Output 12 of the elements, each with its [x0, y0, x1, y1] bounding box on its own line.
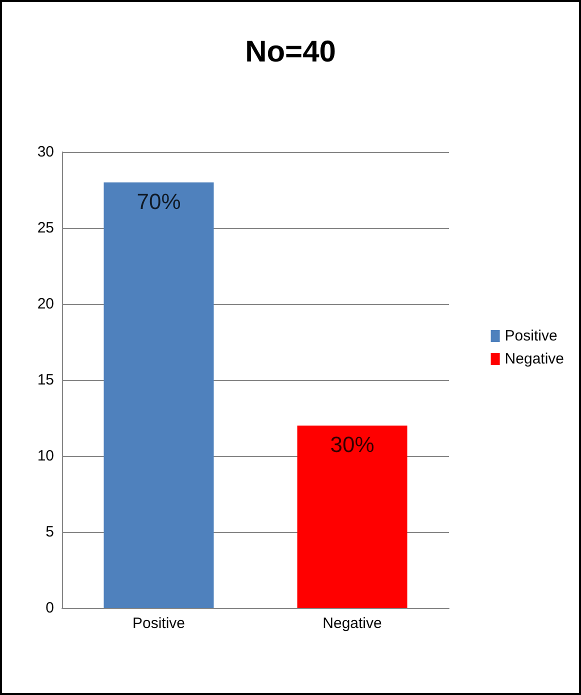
y-tick-label: 15 — [37, 372, 54, 388]
legend-label: Negative — [504, 350, 564, 368]
y-tick-label: 5 — [46, 524, 54, 540]
y-tick-label: 20 — [37, 296, 54, 312]
y-tick-label: 25 — [37, 220, 54, 236]
annotation: 70% — [136, 188, 181, 214]
y-tick-label: 10 — [37, 448, 54, 464]
annotation: 30% — [330, 432, 374, 458]
y-tick-label: 30 — [37, 144, 54, 160]
legend-label: Positive — [504, 328, 558, 344]
y-tick-label: 0 — [46, 600, 54, 616]
chart-title: No=40 — [245, 36, 336, 68]
